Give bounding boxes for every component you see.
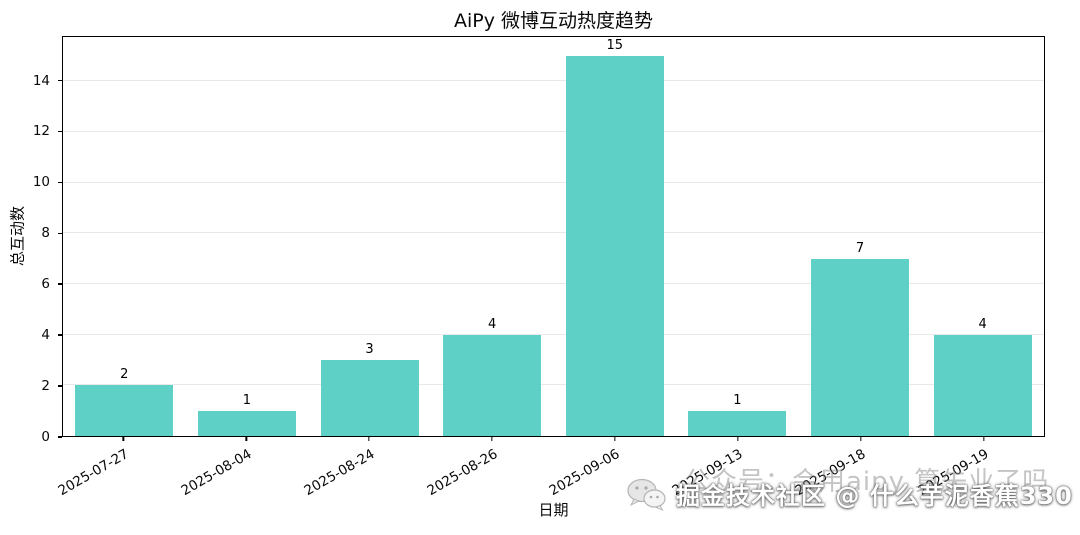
x-tick-mark xyxy=(368,437,370,441)
y-tick-mark xyxy=(58,436,62,438)
y-tick-label: 12 xyxy=(32,123,50,140)
bar-value-label: 15 xyxy=(606,38,624,53)
y-tick-label: 6 xyxy=(41,276,50,293)
gridline xyxy=(63,283,1044,284)
bar-value-label: 2 xyxy=(120,367,129,383)
y-tick-mark xyxy=(58,232,62,234)
x-axis-label: 日期 xyxy=(538,501,569,519)
bar-slot: 3 xyxy=(308,37,431,436)
x-tick-label: 2025-08-26 xyxy=(424,446,501,500)
watermark-overlay: 掘金技术社区 @ 什么芋泥香蕉330 xyxy=(626,476,1073,511)
chart-title: AiPy 微博互动热度趋势 xyxy=(453,10,654,32)
y-tick-mark xyxy=(58,181,62,183)
gridline xyxy=(63,131,1044,132)
y-tick-mark xyxy=(58,283,62,285)
bar xyxy=(933,334,1032,436)
wechat-icon xyxy=(627,478,666,511)
y-tick-mark xyxy=(58,334,62,336)
x-tick-mark xyxy=(737,437,739,441)
bar-value-label: 3 xyxy=(365,342,374,357)
watermark-overlay-text: 掘金技术社区 @ 什么芋泥香蕉330 xyxy=(676,482,1073,510)
x-tick-mark xyxy=(860,437,862,441)
bar-value-label: 1 xyxy=(242,392,252,408)
bar-value-label: 4 xyxy=(978,316,987,332)
bar xyxy=(320,360,419,436)
x-tick-label: 2025-09-06 xyxy=(546,446,623,500)
plot-area: 2 1 3 4 15 1 7 4 xyxy=(62,36,1045,437)
bar-slot: 15 xyxy=(554,37,677,436)
bar-slot: 1 xyxy=(676,37,799,436)
gridline xyxy=(63,384,1044,386)
x-axis-ticks: 2025-07-27 2025-08-04 2025-08-24 2025-08-26… xyxy=(55,437,1045,500)
x-tick-mark xyxy=(614,437,616,441)
bar xyxy=(565,56,664,436)
gridline xyxy=(63,181,1044,183)
bar-slot: 2 xyxy=(63,37,186,436)
bar-slot: 1 xyxy=(186,37,309,436)
gridline xyxy=(63,80,1044,82)
bar-value-label: 1 xyxy=(733,392,742,408)
bar-value-label: 7 xyxy=(855,240,865,256)
y-tick-label: 14 xyxy=(32,72,50,89)
gridline xyxy=(63,232,1044,234)
y-tick-label: 2 xyxy=(41,378,50,395)
bar xyxy=(443,334,542,436)
y-tick-label: 10 xyxy=(32,174,50,191)
y-tick-label: 0 xyxy=(41,429,50,445)
x-tick-mark xyxy=(245,437,247,441)
bar xyxy=(811,258,910,436)
bar-slot: 4 xyxy=(431,37,554,436)
y-tick-mark xyxy=(58,79,62,82)
gridlines xyxy=(63,37,1044,436)
bar-value-label: 4 xyxy=(488,316,497,332)
x-tick-label: 2025-08-24 xyxy=(301,446,378,500)
bar xyxy=(688,410,787,436)
bars: 2 1 3 4 15 1 7 4 xyxy=(63,37,1044,436)
bar xyxy=(75,385,174,436)
bar xyxy=(197,410,296,436)
y-tick-mark xyxy=(58,130,62,132)
x-tick-label: 2025-07-27 xyxy=(55,446,132,500)
x-tick-mark xyxy=(491,437,493,441)
watermark-faint: 公众号：会用aipy 算失业了吗 xyxy=(684,467,1050,497)
gridline xyxy=(63,333,1044,335)
y-axis-ticks: 0 2 4 6 8 10 12 14 xyxy=(8,36,62,445)
x-tick-mark xyxy=(982,437,985,441)
bar-slot: 4 xyxy=(921,37,1044,436)
x-tick-label: 2025-08-04 xyxy=(178,446,255,500)
x-tick-mark xyxy=(122,437,125,441)
y-tick-label: 4 xyxy=(41,327,50,344)
y-tick-mark xyxy=(58,385,62,387)
bar-slot: 7 xyxy=(799,37,922,436)
y-tick-label: 8 xyxy=(41,225,50,242)
